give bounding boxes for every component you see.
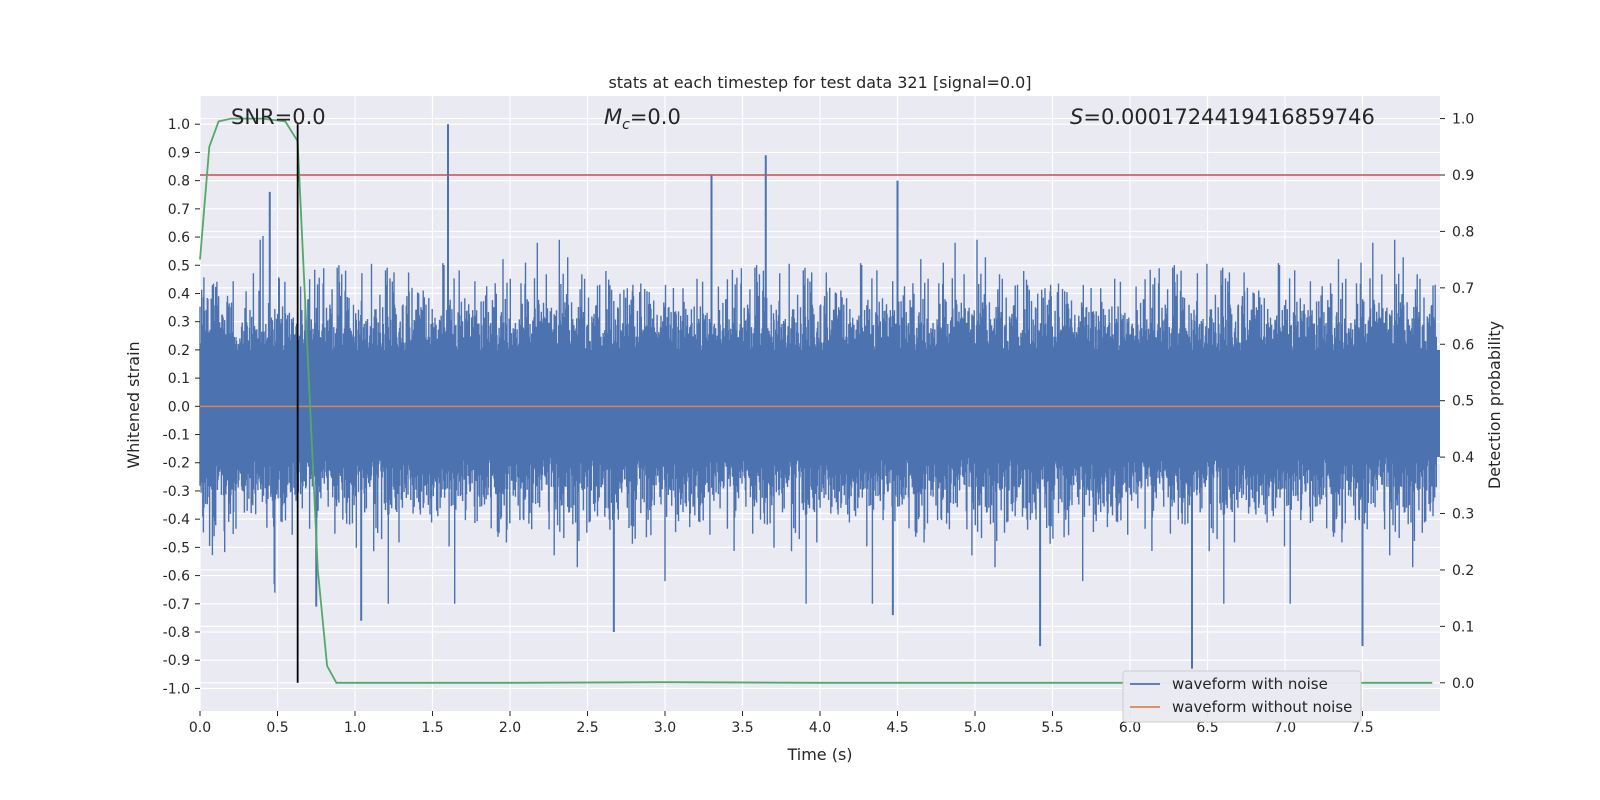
y2-tick-label: 0.6 bbox=[1452, 337, 1474, 353]
x-axis-label: Time (s) bbox=[786, 745, 852, 764]
y2-tick-label: 0.9 bbox=[1452, 168, 1474, 184]
y-tick-label: -0.6 bbox=[163, 569, 190, 585]
x-tick-label: 5.5 bbox=[1041, 720, 1063, 736]
y2-tick-label: 0.2 bbox=[1452, 563, 1474, 579]
y-tick-label: -0.7 bbox=[163, 597, 190, 613]
y-tick-label: -0.5 bbox=[163, 540, 190, 556]
x-tick-label: 4.0 bbox=[809, 720, 831, 736]
y2-tick-label: 0.1 bbox=[1452, 619, 1474, 635]
x-tick-label: 5.0 bbox=[964, 720, 986, 736]
y-tick-label: -0.8 bbox=[163, 625, 190, 641]
s-annotation: S=0.0001724419416859746 bbox=[1070, 105, 1375, 129]
x-tick-label: 1.5 bbox=[421, 720, 443, 736]
x-tick-label: 6.5 bbox=[1196, 720, 1218, 736]
x-tick-label: 6.0 bbox=[1119, 720, 1141, 736]
x-tick-label: 3.5 bbox=[731, 720, 753, 736]
y-tick-label: 0.2 bbox=[168, 343, 190, 359]
y-tick-label: 0.8 bbox=[168, 174, 190, 190]
y-tick-label: 0.4 bbox=[168, 286, 190, 302]
y-tick-label: -0.3 bbox=[163, 484, 190, 500]
y2-tick-label: 0.4 bbox=[1452, 450, 1474, 466]
x-tick-label: 1.0 bbox=[344, 720, 366, 736]
x-tick-label: 7.5 bbox=[1351, 720, 1373, 736]
y-tick-label: 0.5 bbox=[168, 258, 190, 274]
legend-box bbox=[1122, 670, 1362, 723]
y2-tick-label: 0.7 bbox=[1452, 281, 1474, 297]
y-tick-label: -0.4 bbox=[163, 512, 190, 528]
y2-axis-label: Detection probability bbox=[1485, 321, 1504, 489]
y-tick-label: 0.3 bbox=[168, 315, 190, 331]
x-tick-label: 4.5 bbox=[886, 720, 908, 736]
y-tick-label: -1.0 bbox=[163, 681, 190, 697]
y2-tick-label: 0.5 bbox=[1452, 394, 1474, 410]
y-tick-label: 0.9 bbox=[168, 145, 190, 161]
y2-tick-label: 0.3 bbox=[1452, 507, 1474, 523]
y-axis-ticks: 1.0 0.9 0.8 0.7 0.6 0.5 0.4 0.3 0.2 0.1 0.0 -0.1 -0.… bbox=[163, 117, 200, 697]
chart-title: stats at each timestep for test data 321… bbox=[608, 73, 1031, 92]
y2-tick-label: 1.0 bbox=[1452, 112, 1474, 128]
x-tick-label: 2.5 bbox=[576, 720, 598, 736]
snr-annotation: SNR=0.0 bbox=[231, 105, 326, 129]
y2-tick-label: 0.8 bbox=[1452, 224, 1474, 240]
x-tick-label: 7.0 bbox=[1274, 720, 1296, 736]
x-tick-label: 0.0 bbox=[189, 720, 211, 736]
y-tick-label: 0.6 bbox=[168, 230, 190, 246]
y2-axis-ticks: 1.0 0.9 0.8 0.7 0.6 0.5 0.4 0.3 0.2 0.1 0.0 bbox=[1440, 112, 1474, 692]
detection-probability-line bbox=[199, 117, 1433, 684]
y-tick-label: 0.1 bbox=[168, 371, 190, 387]
y-tick-label: -0.2 bbox=[163, 456, 190, 472]
waveform-with-noise-line bbox=[199, 124, 1440, 669]
y-axis-label: Whitened strain bbox=[124, 341, 143, 468]
x-tick-label: 0.5 bbox=[266, 720, 288, 736]
y-tick-label: 0.7 bbox=[168, 202, 190, 218]
legend-label-noise: waveform with noise bbox=[1172, 675, 1328, 693]
y-tick-label: 1.0 bbox=[168, 117, 190, 133]
legend-label-clean: waveform without noise bbox=[1172, 698, 1352, 716]
legend: waveform with noise waveform without noi… bbox=[1122, 670, 1362, 723]
mc-annotation: Mc=0.0 bbox=[604, 105, 681, 133]
y2-tick-label: 0.0 bbox=[1452, 676, 1474, 692]
y-tick-label: 0.0 bbox=[168, 399, 190, 415]
noise-core bbox=[200, 349, 1440, 458]
x-axis-ticks: 0.0 0.5 1.0 1.5 2.0 2.5 3.0 3.5 4.0 4.5 5.0 5.5 6.0 6… bbox=[189, 711, 1374, 736]
y-tick-label: -0.9 bbox=[163, 653, 190, 669]
y-tick-label: -0.1 bbox=[163, 428, 190, 444]
x-tick-label: 3.0 bbox=[654, 720, 676, 736]
x-tick-label: 2.0 bbox=[499, 720, 521, 736]
